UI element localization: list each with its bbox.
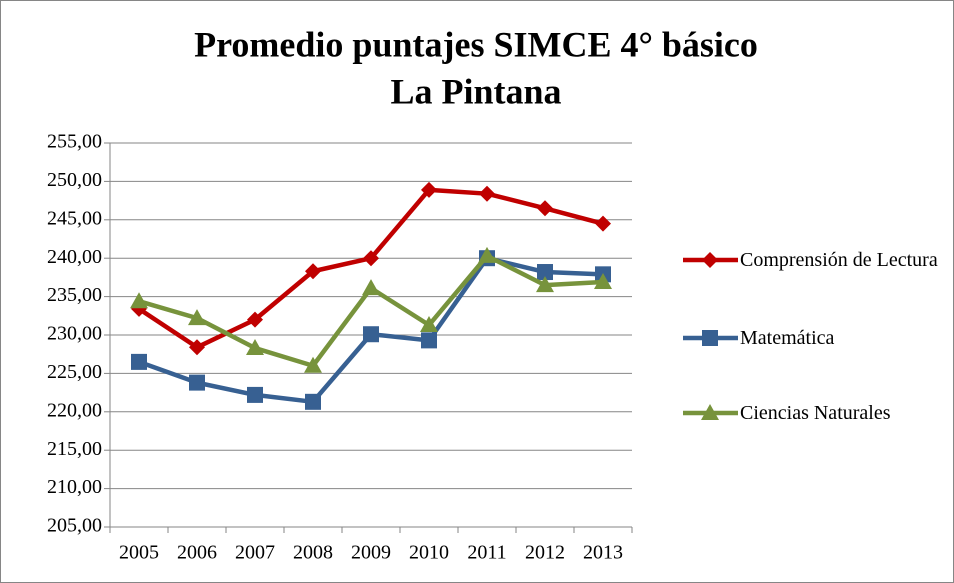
point bbox=[130, 292, 148, 309]
legend-label: Ciencias Naturales bbox=[740, 402, 891, 424]
point bbox=[594, 273, 612, 290]
point bbox=[701, 404, 719, 420]
point bbox=[246, 339, 264, 356]
point bbox=[363, 326, 379, 343]
point bbox=[421, 332, 437, 349]
point bbox=[537, 264, 553, 281]
x-tick-label: 2006 bbox=[177, 542, 217, 564]
point bbox=[478, 246, 496, 263]
point bbox=[305, 393, 321, 410]
x-tick-label: 2010 bbox=[409, 542, 449, 564]
x-tick-label: 2012 bbox=[525, 542, 565, 564]
point bbox=[595, 215, 611, 232]
point bbox=[189, 374, 205, 391]
series bbox=[130, 246, 612, 373]
point bbox=[304, 356, 322, 373]
point bbox=[131, 353, 147, 370]
y-tick-label: 210,00 bbox=[47, 476, 102, 498]
y-tick-label: 225,00 bbox=[47, 361, 102, 383]
y-tick-label: 245,00 bbox=[47, 207, 102, 229]
y-tick-label: 255,00 bbox=[47, 131, 102, 153]
x-tick-label: 2007 bbox=[235, 542, 275, 564]
point bbox=[247, 386, 263, 403]
point bbox=[420, 316, 438, 333]
x-tick-label: 2008 bbox=[293, 542, 333, 564]
series bbox=[131, 181, 611, 356]
x-tick-label: 2011 bbox=[467, 542, 506, 564]
point bbox=[702, 252, 718, 268]
point bbox=[189, 339, 205, 356]
point bbox=[305, 263, 321, 280]
point bbox=[536, 276, 554, 293]
point bbox=[421, 181, 437, 198]
point bbox=[702, 330, 718, 346]
x-tick-label: 2005 bbox=[119, 542, 159, 564]
y-tick-label: 250,00 bbox=[47, 169, 102, 191]
legend-label: Matemática bbox=[740, 327, 835, 349]
point bbox=[188, 309, 206, 326]
y-tick-label: 240,00 bbox=[47, 246, 102, 268]
point bbox=[479, 185, 495, 202]
chart-title: La Pintana bbox=[390, 71, 561, 111]
point bbox=[537, 200, 553, 217]
chart-title: Promedio puntajes SIMCE 4° básico bbox=[194, 24, 758, 64]
legend-label: Comprensión de Lectura bbox=[740, 249, 938, 271]
y-tick-label: 205,00 bbox=[47, 515, 102, 537]
point bbox=[247, 311, 263, 328]
point bbox=[363, 250, 379, 267]
y-tick-label: 235,00 bbox=[47, 284, 102, 306]
x-tick-label: 2009 bbox=[351, 542, 391, 564]
point bbox=[362, 279, 380, 296]
y-tick-label: 230,00 bbox=[47, 323, 102, 345]
y-tick-label: 220,00 bbox=[47, 399, 102, 421]
y-tick-label: 215,00 bbox=[47, 438, 102, 460]
x-tick-label: 2013 bbox=[583, 542, 623, 564]
